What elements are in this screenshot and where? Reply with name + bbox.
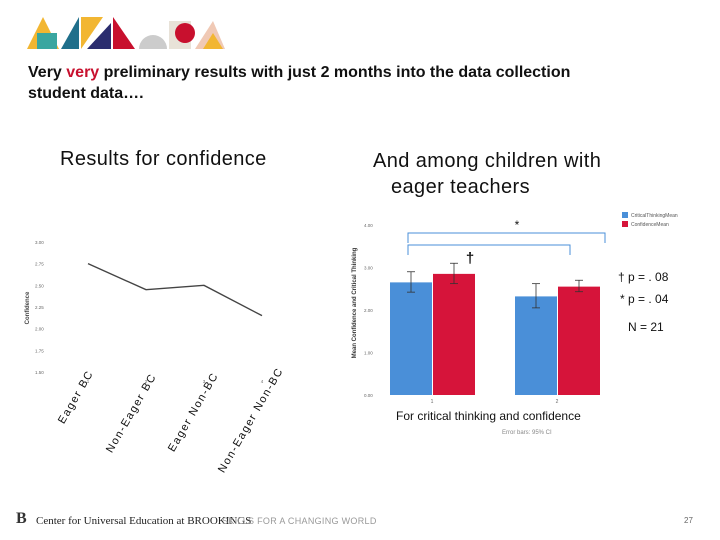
brand-wedge4-shape <box>113 17 135 49</box>
errorbar-ConfidenceMean-1 <box>450 262 458 285</box>
brand-wedge-shape <box>61 17 79 49</box>
legend-label-0: CriticalThinkingMean <box>631 213 678 219</box>
bar-y-tick-0: 4.00 <box>364 223 373 228</box>
left-panel-title: Results for confidence <box>60 148 267 170</box>
headline-post: preliminary results with just 2 months i… <box>99 64 571 81</box>
bar-chart-ylabel: Mean Confidence and Critical Thinking <box>352 247 358 358</box>
line-chart-ylabel: Confidence <box>25 291 31 324</box>
headline-pre: Very <box>28 64 67 81</box>
line-y-tick-4: 2.00 <box>35 327 44 332</box>
line-y-tick-3: 2.25 <box>35 305 44 310</box>
star-annotation: * <box>515 218 520 232</box>
bar-CriticalThinkingMean-2 <box>515 296 557 395</box>
eager-teachers-bar-chart: Mean Confidence and Critical Thinking 4.… <box>352 212 678 405</box>
errorbar-label: Error bars: 95% CI <box>502 430 552 436</box>
line-x-tick-0: 1 <box>87 379 90 384</box>
legend-swatch-1 <box>622 221 628 227</box>
line-y-tick-0: 3.00 <box>35 240 44 245</box>
line-y-tick-1: 2.75 <box>35 262 44 267</box>
line-x-tick-2: 3 <box>203 379 206 384</box>
star-bracket <box>407 232 606 243</box>
line-x-tick-3: 4 <box>261 379 264 384</box>
line-y-tick-5: 1.75 <box>35 348 44 353</box>
errorbar-ConfidenceMean-2 <box>575 279 583 293</box>
bar-y-tick-3: 1.00 <box>364 351 373 356</box>
significance-brackets: * † <box>407 218 606 267</box>
brookings-logo-mark: B <box>16 510 27 527</box>
brand-triangle3-shape <box>203 33 223 49</box>
brand-wedge3-shape <box>87 23 111 49</box>
bar-y-tick-1: 3.00 <box>364 266 373 271</box>
bar-chart-caption: For critical thinking and confidence <box>396 409 581 423</box>
headline-line-2: student data…. <box>28 85 144 102</box>
right-panel-title: And among children with eager teachers <box>373 148 693 200</box>
page-headline: Very very preliminary results with just … <box>28 62 688 104</box>
line-y-tick-6: 1.50 <box>35 370 44 375</box>
star-significance: * p = . 04 <box>620 292 669 306</box>
errorbar-CriticalThinkingMean-2 <box>532 283 540 309</box>
dagger-bracket <box>407 244 571 255</box>
footer-organization: Center for Universal Education at BROOKI… <box>36 515 252 527</box>
brand-wedge2-shape <box>81 17 103 49</box>
sample-size: N = 21 <box>628 320 664 334</box>
headline-line-1: Very very preliminary results with just … <box>28 62 688 83</box>
brand-square-shape <box>37 33 57 49</box>
page-number: 27 <box>684 516 693 525</box>
dagger-significance: † p = . 08 <box>618 270 669 284</box>
bar-y-tick-2: 2.00 <box>364 308 373 313</box>
right-title-line-1: And among children with <box>373 150 602 172</box>
errorbar-CriticalThinkingMean-1 <box>407 271 415 293</box>
line-x-tick-1: 2 <box>145 379 148 384</box>
bar-CriticalThinkingMean-1 <box>390 282 432 395</box>
bar-x-tick-1: 2 <box>556 399 559 405</box>
bar-ConfidenceMean-2 <box>558 286 600 395</box>
bar-legend: CriticalThinkingMean ConfidenceMean <box>622 212 678 228</box>
line-y-tick-2: 2.50 <box>35 283 44 288</box>
brand-shape-banner <box>27 17 225 49</box>
bar-x-tick-0: 1 <box>431 399 434 405</box>
right-title-line-2: eager teachers <box>391 176 531 198</box>
bar-y-tick-4: 0.00 <box>364 393 373 398</box>
confidence-line-chart: Confidence 3.002.752.502.252.001.751.50 … <box>25 240 264 384</box>
footer-tagline: SKILLS FOR A CHANGING WORLD <box>222 516 377 526</box>
legend-label-1: ConfidenceMean <box>631 222 669 228</box>
brand-halfcircle-shape <box>139 35 167 49</box>
confidence-line <box>87 263 263 317</box>
headline-emphasis: very <box>66 64 100 81</box>
dagger-annotation: † <box>466 250 474 267</box>
bar-ConfidenceMean-1 <box>433 273 475 395</box>
brand-circle-shape <box>175 23 195 43</box>
legend-swatch-0 <box>622 212 628 218</box>
